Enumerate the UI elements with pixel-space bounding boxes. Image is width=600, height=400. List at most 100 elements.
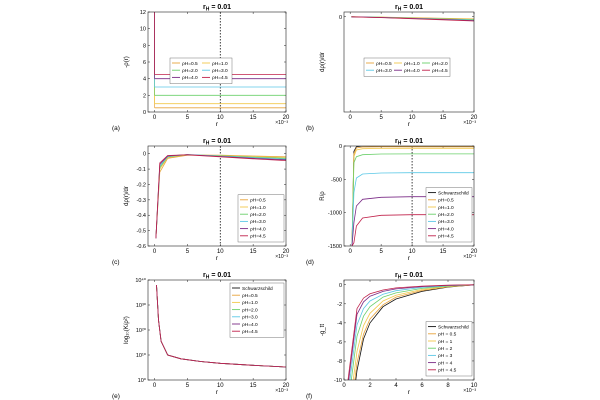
- x-tick-label: 0: [349, 115, 353, 121]
- x-tick-label: 10: [217, 115, 224, 121]
- axes-box: [147, 11, 287, 113]
- y-axis-label: -g_tt: [320, 324, 326, 336]
- x-tick-label: 15: [250, 115, 257, 121]
- y-tick-label: -4: [337, 321, 342, 327]
- x-scale-note: ×10⁻³: [275, 254, 288, 260]
- x-axis-label: r: [408, 121, 411, 128]
- chart-title: rH = 0.01: [395, 138, 423, 147]
- series-line: [351, 146, 474, 246]
- series-line: [349, 284, 474, 380]
- y-tick-label: 4: [143, 77, 146, 83]
- series-line: [352, 284, 474, 380]
- legend: ρH=0.5ρH=1.0ρH=2.0ρH=3.0ρH=4.0ρH=4.5: [237, 194, 285, 243]
- legend-box: [169, 57, 233, 84]
- y-tick-label: 10: [140, 27, 146, 33]
- legend-label: ρH=0.5: [438, 198, 454, 204]
- series-line: [351, 147, 474, 246]
- legend-label: ρH=4.0: [242, 322, 258, 328]
- x-scale-note: ×10⁻³: [463, 388, 476, 394]
- y-tick-label: -0.5: [137, 229, 146, 235]
- legend-label: ρH = 1: [438, 339, 453, 345]
- legend-label: ρH = 4.5: [438, 368, 457, 374]
- legend-label: ρH=1.0: [242, 300, 258, 306]
- legend-label: ρH=2.0: [438, 212, 454, 218]
- x-axis-label: r: [216, 255, 219, 262]
- panel-2: rH = 0.01 0 5 10 15 20 0 -0.1 -0.2 -0.3 -0.4 -0.5 -0…: [112, 138, 290, 266]
- legend-label: Schwarzschild: [242, 286, 273, 292]
- y-axis-label: R/ρ: [320, 191, 326, 201]
- plot-area: [156, 284, 286, 368]
- legend-label: ρH=4.0: [438, 226, 454, 232]
- plot-area: [351, 146, 474, 246]
- chart-title: rH = 0.01: [203, 4, 231, 13]
- chart-title: rH = 0.01: [203, 138, 231, 147]
- x-tick-label: 0: [153, 249, 157, 255]
- legend-label: ρH=2.0: [250, 212, 266, 218]
- x-tick-label: 8: [446, 383, 450, 389]
- y-axis-label: dρ(r)/dr: [320, 52, 326, 72]
- series-line: [354, 284, 474, 380]
- panel-4: rH = 0.01 0 5 10 15 20 10⁰ 10¹⁰ 10²⁰ 10³⁰ 10⁴⁰ r ×10…: [112, 272, 290, 400]
- x-tick-label: 0: [153, 115, 157, 121]
- y-tick-label: -0.1: [137, 167, 146, 173]
- legend-label: ρH=1.0: [404, 61, 420, 67]
- series-line: [351, 146, 474, 246]
- legend-label: ρH=4.0: [182, 75, 198, 81]
- x-tick-label: 5: [186, 249, 190, 255]
- y-tick-label: -10: [334, 378, 342, 384]
- axes-box: [343, 279, 475, 381]
- panel-5: rH = 0.01 0 2 4 6 8 10 0 -2 -4 -6 -8 -10 r ×10⁻³ -g_tt S…: [306, 272, 478, 400]
- axes-box: [147, 145, 287, 247]
- y-tick-label: -0.6: [137, 244, 146, 250]
- x-tick-label: 10: [409, 115, 416, 121]
- legend-label: ρH=4.5: [438, 234, 454, 240]
- y-tick-label: 12: [140, 10, 146, 16]
- series-line: [351, 214, 474, 246]
- x-axis-label: r: [408, 389, 411, 396]
- x-axis-label: r: [216, 121, 219, 128]
- legend-label: ρH=4.5: [250, 234, 266, 240]
- y-tick-label: 6: [143, 60, 146, 66]
- series-line: [156, 284, 286, 368]
- legend-label: ρH = 2: [438, 346, 453, 352]
- y-tick-label: 8: [143, 43, 146, 49]
- plot-area: [155, 146, 286, 246]
- x-tick-label: 10: [409, 249, 416, 255]
- x-tick-label: 10: [217, 383, 224, 389]
- axes-box: [343, 145, 475, 247]
- legend-label: ρH=3.0: [250, 219, 266, 225]
- x-tick-label: 5: [186, 383, 190, 389]
- x-tick-label: 5: [379, 115, 383, 121]
- x-tick-label: 20: [283, 115, 290, 121]
- chart-title: rH = 0.01: [395, 272, 423, 281]
- x-axis-label: r: [216, 389, 219, 396]
- x-tick-label: 0: [342, 383, 346, 389]
- y-tick-label: -1500: [328, 244, 342, 250]
- x-scale-note: ×10⁻³: [275, 120, 288, 126]
- legend-label: ρH=3.0: [242, 315, 258, 321]
- x-tick-label: 0: [349, 249, 353, 255]
- y-tick-label: -0.3: [137, 198, 146, 204]
- legend-label: ρH = 0.5: [438, 332, 457, 338]
- x-tick-label: 20: [471, 115, 478, 121]
- y-tick-label: 0: [339, 144, 342, 150]
- x-tick-label: 2: [368, 383, 372, 389]
- x-tick-label: 10: [471, 383, 478, 389]
- x-tick-label: 0: [153, 383, 157, 389]
- legend: SchwarzschildρH=0.5ρH=1.0ρH=2.0ρH=3.0ρH=…: [229, 282, 285, 338]
- x-scale-note: ×10⁻³: [463, 254, 476, 260]
- legend-label: ρH=3.0: [438, 219, 454, 225]
- panel-label: (b): [306, 125, 314, 132]
- x-tick-label: 20: [283, 249, 290, 255]
- panel-label: (d): [306, 259, 314, 266]
- legend-label: Schwarzschild: [438, 190, 469, 196]
- plot-area: [347, 284, 474, 380]
- y-tick-label: 0: [143, 110, 146, 116]
- panel-label: (e): [112, 393, 120, 400]
- legend-label: ρH = 3: [438, 353, 453, 359]
- series-line: [351, 172, 474, 246]
- legend-box: [425, 187, 473, 243]
